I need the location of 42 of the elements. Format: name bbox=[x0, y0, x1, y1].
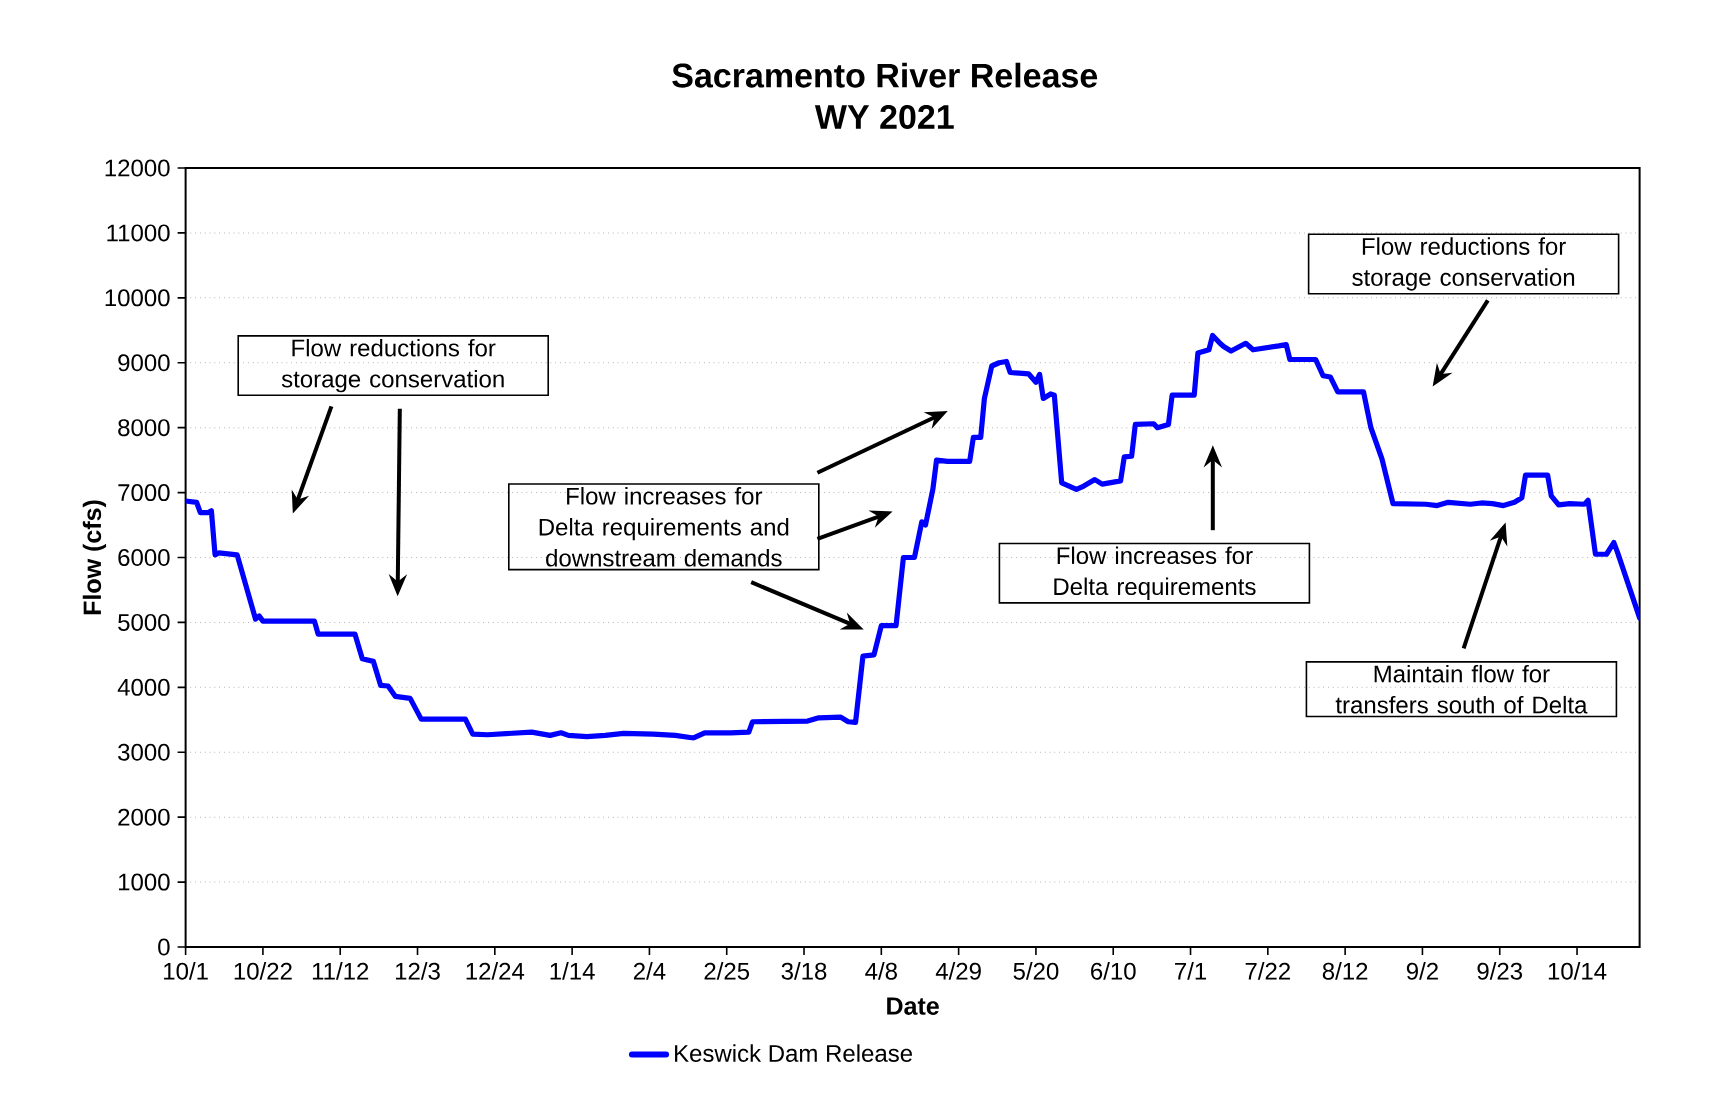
x-tick-label: 11/12 bbox=[312, 962, 369, 980]
x-tick-label: 10/1 bbox=[164, 962, 208, 980]
x-tick-label: 1/14 bbox=[550, 962, 595, 980]
chart-title: Sacramento River Release bbox=[672, 62, 1098, 88]
x-tick-label: 2/4 bbox=[633, 962, 666, 980]
annotation: Flow reductions for storage conservation bbox=[281, 338, 504, 393]
y-tick-label: 6000 bbox=[118, 549, 170, 566]
y-tick-label: 5000 bbox=[118, 613, 170, 631]
y-tick-label: 12000 bbox=[105, 159, 170, 177]
y-tick-label: 8000 bbox=[118, 419, 170, 437]
x-tick-label: 8/12 bbox=[1322, 962, 1368, 980]
annotation: Flow reductions for storage conservation bbox=[1352, 237, 1575, 291]
annotation: Maintain flow for transfers south of Delta bbox=[1335, 664, 1588, 714]
x-tick-label: 7/22 bbox=[1245, 962, 1290, 980]
y-tick-label: 4000 bbox=[117, 678, 170, 696]
x-tick-label: 9/23 bbox=[1477, 962, 1523, 980]
x-tick-label: 6/10 bbox=[1091, 962, 1136, 980]
y-tick-label: 1000 bbox=[118, 873, 170, 891]
y-axis-title: Flow (cfs) bbox=[82, 500, 107, 615]
x-tick-label: 12/3 bbox=[395, 962, 440, 980]
annotation: Flow increases for Delta requirements and downstream demands bbox=[539, 487, 789, 567]
x-tick-label: 2/25 bbox=[704, 962, 750, 980]
y-tick-label: 7000 bbox=[118, 484, 170, 502]
x-tick-label: 3/18 bbox=[781, 962, 827, 980]
y-tick-label: 0 bbox=[158, 938, 170, 956]
y-tick-label: 3000 bbox=[118, 743, 170, 761]
y-tick-label: 9000 bbox=[118, 354, 170, 372]
x-tick-label: 9/2 bbox=[1406, 962, 1438, 980]
x-tick-label: 10/22 bbox=[234, 962, 292, 980]
x-tick-label: 7/1 bbox=[1175, 962, 1207, 980]
x-tick-label: 4/29 bbox=[935, 962, 981, 980]
chart-subtitle: WY 2021 bbox=[814, 104, 954, 130]
y-tick-label: 2000 bbox=[118, 808, 170, 826]
x-axis-title: Date bbox=[887, 997, 939, 1015]
x-tick-label: 10/14 bbox=[1548, 962, 1607, 980]
y-tick-label: 10000 bbox=[105, 289, 170, 307]
legend-label: Keswick Dam Release bbox=[675, 1044, 913, 1062]
x-tick-label: 12/24 bbox=[466, 962, 525, 980]
annotation: Flow increases for Delta requirements bbox=[1054, 546, 1256, 600]
x-tick-label: 5/20 bbox=[1013, 962, 1059, 980]
y-tick-label: 11000 bbox=[107, 224, 170, 242]
x-tick-label: 4/8 bbox=[865, 962, 897, 980]
